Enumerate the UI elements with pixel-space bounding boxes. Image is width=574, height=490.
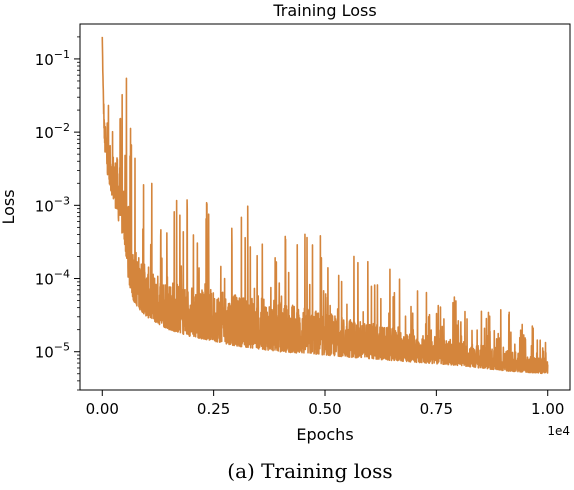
x-tick-label: 0.25 [197, 400, 230, 418]
y-tick-label: 10−5 [35, 341, 70, 362]
plot-area [101, 36, 549, 375]
chart-title: Training Loss [272, 1, 376, 20]
y-tick-label: 10−3 [35, 194, 70, 215]
x-tick-label: 0.75 [420, 400, 453, 418]
x-tick-label: 0.50 [308, 400, 341, 418]
x-axis-scale-label: 1e4 [547, 424, 570, 438]
y-tick-label: 10−2 [35, 121, 70, 142]
y-axis: 10−5 10−4 10−3 10−2 10−1 [35, 36, 80, 391]
figure-caption: (a) Training loss [227, 459, 392, 483]
x-tick-label: 0.00 [86, 400, 119, 418]
x-axis: 0.00 0.25 0.50 0.75 1.00 [86, 390, 564, 418]
y-tick-label: 10−1 [35, 48, 70, 69]
loss-series-line [101, 36, 549, 375]
y-axis-title: Loss [0, 189, 18, 224]
x-tick-label: 1.00 [531, 400, 564, 418]
y-tick-label: 10−4 [35, 268, 70, 289]
x-axis-title: Epochs [296, 425, 353, 444]
